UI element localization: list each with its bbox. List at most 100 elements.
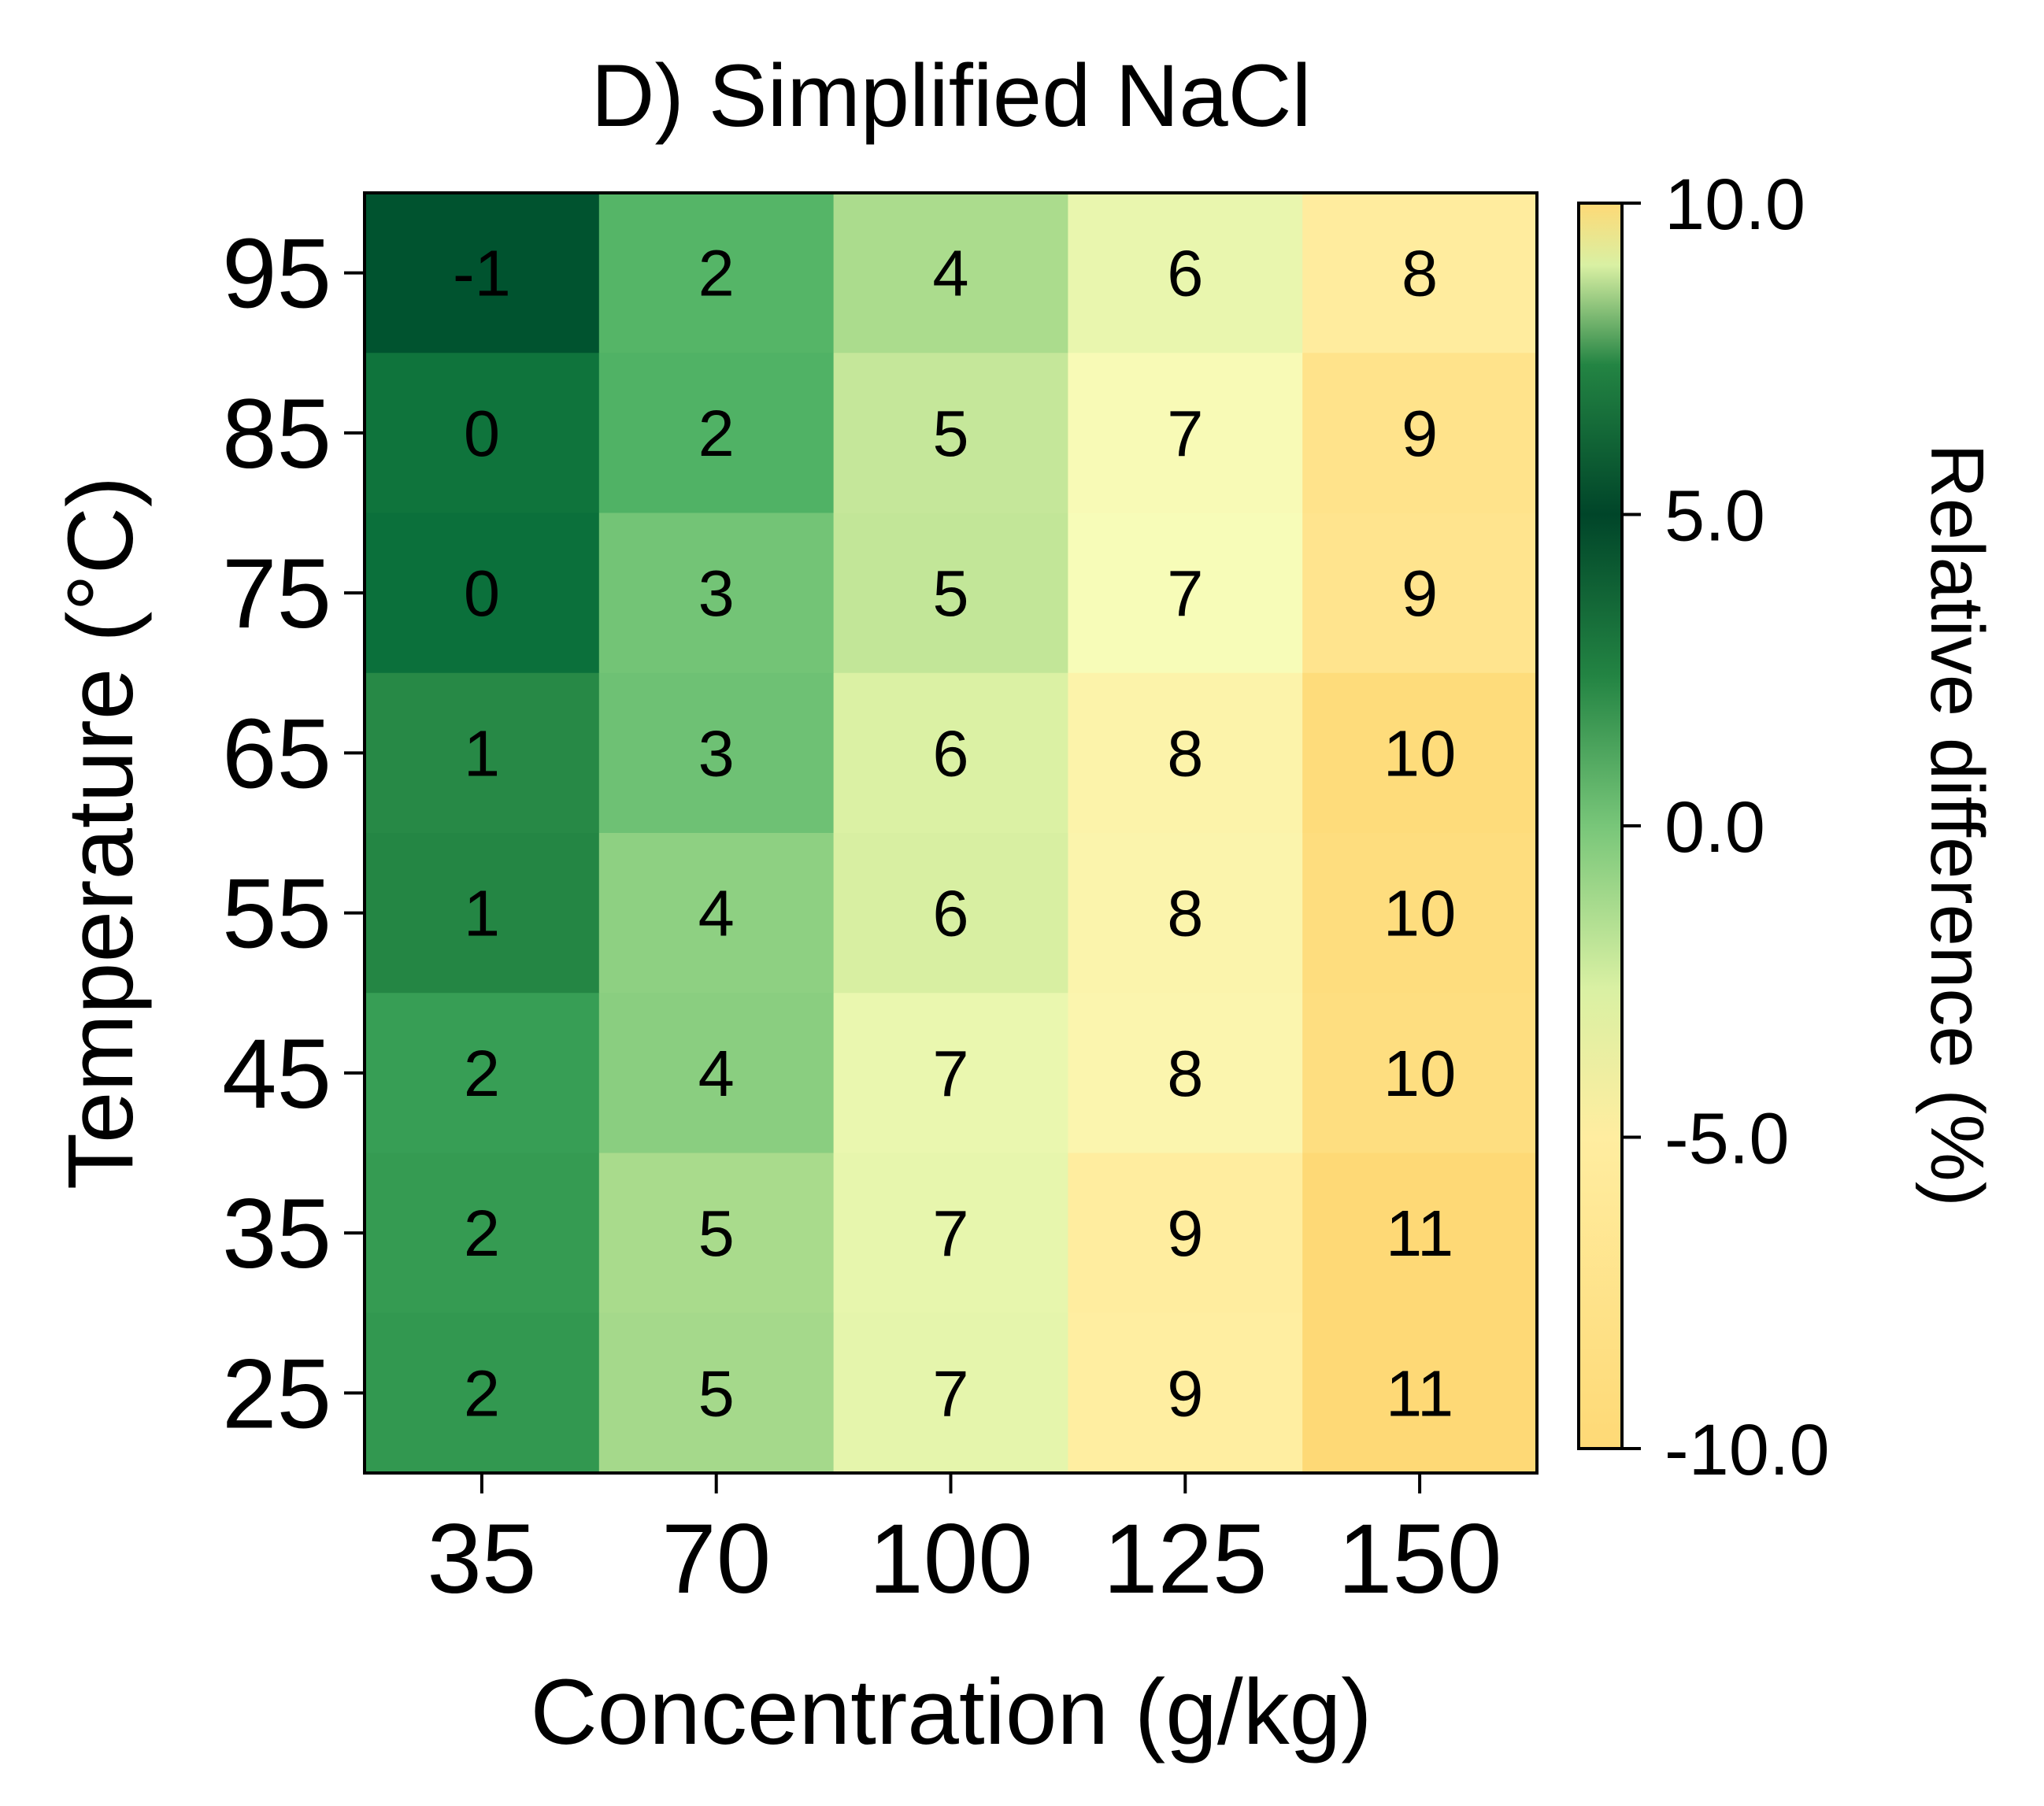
heatmap-cell xyxy=(365,672,600,834)
heatmap-cell xyxy=(833,833,1068,994)
heatmap-cell-label: 2 xyxy=(464,1197,500,1270)
heatmap-cell xyxy=(365,353,600,513)
y-tick-label: 65 xyxy=(222,699,331,809)
y-tick-label: 45 xyxy=(222,1020,331,1129)
heatmap-cell xyxy=(1068,672,1303,834)
heatmap-cell-label: -1 xyxy=(453,237,511,310)
y-tick-label: 75 xyxy=(222,539,331,649)
x-axis-label: Concentration (g/kg) xyxy=(530,1660,1372,1764)
heatmap-cell-label: 10 xyxy=(1383,1037,1456,1110)
heatmap-cell-label: 8 xyxy=(1402,237,1438,310)
heatmap-cell-label: 9 xyxy=(1402,557,1438,630)
heatmap-cell xyxy=(598,672,835,834)
colorbar-tick-label: 0.0 xyxy=(1664,787,1765,868)
heatmap-cell xyxy=(833,513,1068,674)
heatmap-cell xyxy=(365,1153,600,1314)
heatmap-cell-label: 5 xyxy=(932,557,968,630)
heatmap-cell-label: 6 xyxy=(932,716,968,790)
heatmap-cell xyxy=(1068,1153,1303,1314)
heatmap-cell-label: 0 xyxy=(464,397,500,470)
heatmap-cell-label: 3 xyxy=(698,557,735,630)
heatmap-cell-label: 7 xyxy=(1167,397,1203,470)
heatmap-cell xyxy=(1302,993,1538,1153)
colorbar-tick-label: -10.0 xyxy=(1664,1410,1830,1490)
heatmap-cell xyxy=(1068,1312,1303,1474)
colorbar-tick-label: 5.0 xyxy=(1664,476,1765,557)
heatmap-cell xyxy=(598,833,835,994)
heatmap-cell xyxy=(1068,513,1303,674)
x-tick-label: 100 xyxy=(868,1504,1033,1614)
y-tick-label: 55 xyxy=(222,860,331,969)
heatmap-cell xyxy=(598,193,835,353)
heatmap-cell xyxy=(833,672,1068,834)
heatmap-cell-label: 9 xyxy=(1402,397,1438,470)
heatmap-cell-labels: -1 2 4 6 8 0 2 5 7 9 0 3 5 7 9 1 3 6 8 10 1 4 6 8 10 2 4 7 8 10 2 5 7 9 11… xyxy=(453,237,1456,1430)
y-tick-label: 25 xyxy=(222,1339,331,1449)
heatmap-cell-label: 4 xyxy=(698,877,735,950)
colorbar xyxy=(1577,202,1624,1450)
heatmap-cell xyxy=(365,833,600,994)
heatmap-cell-label: 2 xyxy=(698,237,735,310)
heatmap-cell-label: 11 xyxy=(1386,1356,1453,1430)
heatmap-cell xyxy=(1302,353,1538,513)
heatmap-cell-label: 2 xyxy=(698,397,735,470)
colorbar-tick-label: -5.0 xyxy=(1664,1099,1790,1179)
heatmap-cell xyxy=(365,513,600,674)
colorbar-ticks: 10.0 5.0 0.0 -5.0 -10.0 xyxy=(1622,165,1830,1490)
heatmap-cell xyxy=(1068,353,1303,513)
heatmap-cell xyxy=(598,513,835,674)
heatmap-cell-label: 9 xyxy=(1167,1197,1203,1270)
heatmap-cell-label: 7 xyxy=(932,1037,968,1110)
heatmap-cell xyxy=(1302,1153,1538,1314)
heatmap-cell-label: 7 xyxy=(1167,557,1203,630)
heatmap-cell xyxy=(1302,833,1538,994)
heatmap-cell xyxy=(833,1153,1068,1314)
y-tick-label: 85 xyxy=(222,379,331,489)
heatmap-cell xyxy=(833,353,1068,513)
heatmap-cell-label: 11 xyxy=(1386,1197,1453,1270)
heatmap-cell-label: 5 xyxy=(698,1197,735,1270)
heatmap-cell-label: 8 xyxy=(1167,877,1203,950)
heatmap-cell xyxy=(598,993,835,1153)
heatmap-cell xyxy=(1302,513,1538,674)
heatmap-cell-label: 7 xyxy=(932,1197,968,1270)
heatmap-cell xyxy=(365,993,600,1153)
x-tick-label: 125 xyxy=(1103,1504,1268,1614)
heatmap-cell-label: 7 xyxy=(932,1356,968,1430)
heatmap-cell xyxy=(1302,672,1538,834)
heatmap-cell-label: 8 xyxy=(1167,716,1203,790)
heatmap-cell xyxy=(598,1153,835,1314)
heatmap-cell-label: 4 xyxy=(698,1037,735,1110)
heatmap-cell-label: 1 xyxy=(464,716,500,790)
heatmap-cell xyxy=(598,1312,835,1474)
x-tick-label: 150 xyxy=(1338,1504,1502,1614)
y-tick-label: 35 xyxy=(222,1179,331,1289)
colorbar-tick-label: 10.0 xyxy=(1664,165,1805,245)
x-axis-ticks: 35 70 100 125 150 xyxy=(427,1473,1502,1614)
heatmap-cell xyxy=(1068,833,1303,994)
heatmap-cell xyxy=(833,1312,1068,1474)
heatmap-cell xyxy=(833,193,1068,353)
heatmap-cell-label: 2 xyxy=(464,1037,500,1110)
heatmap-cell-label: 5 xyxy=(698,1356,735,1430)
heatmap-cell-label: 0 xyxy=(464,557,500,630)
heatmap-cells xyxy=(365,193,1538,1474)
y-axis-ticks: 95 85 75 65 55 45 35 25 xyxy=(222,220,365,1449)
x-tick-label: 35 xyxy=(427,1504,536,1614)
heatmap-cell-label: 9 xyxy=(1167,1356,1203,1430)
heatmap-cell-label: 10 xyxy=(1383,716,1456,790)
heatmap-cell-label: 2 xyxy=(464,1356,500,1430)
x-tick-label: 70 xyxy=(661,1504,771,1614)
heatmap-cell-label: 3 xyxy=(698,716,735,790)
heatmap-cell xyxy=(1302,1312,1538,1474)
heatmap-cell xyxy=(1302,193,1538,353)
colorbar-label: Relative difference (%) xyxy=(1915,443,1999,1206)
heatmap-cell-label: 4 xyxy=(932,237,968,310)
heatmap-cell-label: 5 xyxy=(932,397,968,470)
heatmap-cell xyxy=(1068,193,1303,353)
heatmap-cell xyxy=(833,993,1068,1153)
heatmap-cell-label: 10 xyxy=(1383,877,1456,950)
heatmap-cell xyxy=(365,193,600,353)
heatmap-cell-label: 6 xyxy=(1167,237,1203,310)
